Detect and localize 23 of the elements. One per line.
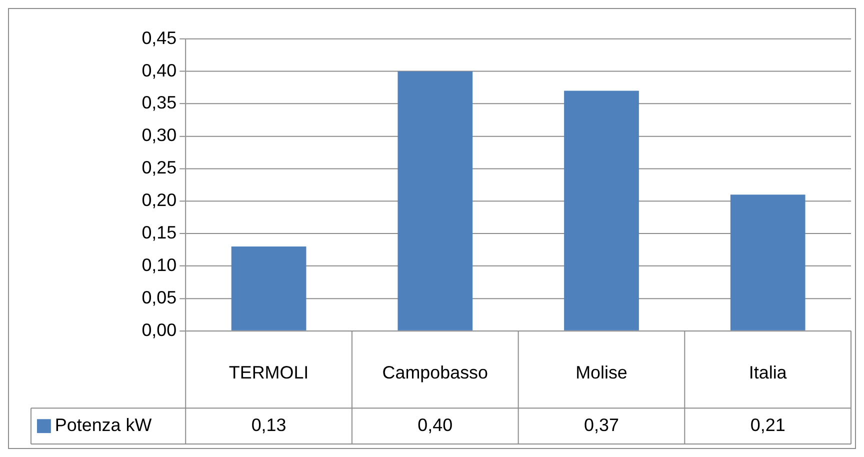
y-tick-label: 0,35 [142,92,177,113]
bar [730,194,806,330]
y-tick-label: 0,45 [142,28,177,48]
data-label: 0,40 [418,415,453,436]
x-tick-label: Italia [748,362,787,382]
bar [564,90,639,330]
y-tick-label: 0,40 [142,60,177,80]
y-tick-label: 0,00 [142,320,177,340]
y-tick-label: 0,05 [142,287,177,308]
bar [398,71,473,330]
y-tick-label: 0,20 [142,190,177,210]
data-label: 0,37 [584,415,619,436]
bar [231,246,306,330]
x-tick-label: TERMOLI [228,362,309,382]
y-tick-label: 0,10 [142,254,177,275]
legend-label: Potenza kW [54,415,152,436]
y-tick-label: 0,25 [142,158,177,178]
data-label: 0,21 [750,415,786,436]
x-tick-label: Molise [576,362,628,382]
y-tick-label: 0,15 [142,222,177,243]
x-tick-label: Campobasso [382,362,488,382]
y-tick-label: 0,30 [142,125,177,146]
data-label: 0,13 [251,415,286,436]
